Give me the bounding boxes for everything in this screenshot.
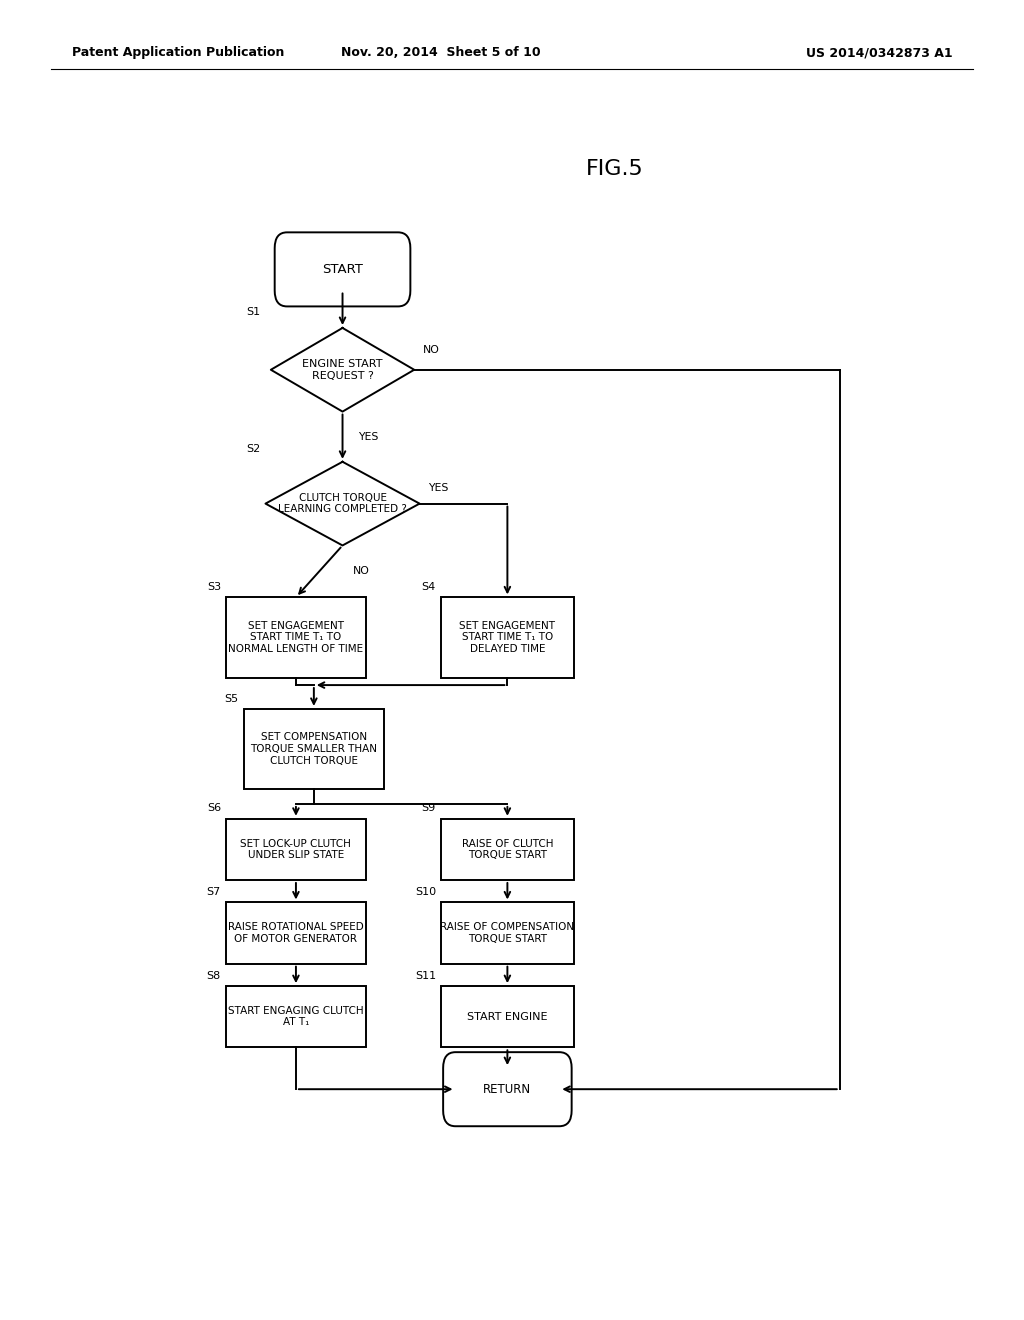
Text: RAISE OF CLUTCH
TORQUE START: RAISE OF CLUTCH TORQUE START: [462, 838, 553, 861]
Text: S10: S10: [415, 887, 436, 898]
Text: Nov. 20, 2014  Sheet 5 of 10: Nov. 20, 2014 Sheet 5 of 10: [341, 46, 540, 59]
Bar: [441, 598, 573, 677]
Bar: [226, 903, 366, 964]
Text: SET COMPENSATION
TORQUE SMALLER THAN
CLUTCH TORQUE: SET COMPENSATION TORQUE SMALLER THAN CLU…: [250, 733, 378, 766]
Text: S1: S1: [247, 308, 260, 317]
Text: S3: S3: [207, 582, 221, 593]
Bar: [226, 818, 366, 880]
Text: S6: S6: [207, 804, 221, 813]
Text: S4: S4: [422, 582, 436, 593]
Text: FIG.5: FIG.5: [586, 158, 643, 180]
Text: SET ENGAGEMENT
START TIME T₁ TO
DELAYED TIME: SET ENGAGEMENT START TIME T₁ TO DELAYED …: [460, 620, 555, 655]
Text: YES: YES: [428, 483, 449, 492]
Text: START ENGAGING CLUTCH
AT T₁: START ENGAGING CLUTCH AT T₁: [228, 1006, 364, 1027]
Text: RAISE OF COMPENSATION
TORQUE START: RAISE OF COMPENSATION TORQUE START: [440, 923, 574, 944]
Bar: [441, 818, 573, 880]
Text: Patent Application Publication: Patent Application Publication: [72, 46, 284, 59]
Text: CLUTCH TORQUE
LEARNING COMPLETED ?: CLUTCH TORQUE LEARNING COMPLETED ?: [279, 492, 407, 515]
Text: S2: S2: [246, 444, 260, 454]
Text: SET ENGAGEMENT
START TIME T₁ TO
NORMAL LENGTH OF TIME: SET ENGAGEMENT START TIME T₁ TO NORMAL L…: [228, 620, 364, 655]
Text: S7: S7: [207, 887, 221, 898]
Polygon shape: [270, 327, 414, 412]
Text: RAISE ROTATIONAL SPEED
OF MOTOR GENERATOR: RAISE ROTATIONAL SPEED OF MOTOR GENERATO…: [228, 923, 364, 944]
Text: US 2014/0342873 A1: US 2014/0342873 A1: [806, 46, 952, 59]
FancyBboxPatch shape: [274, 232, 411, 306]
Bar: [226, 598, 366, 677]
Bar: [441, 903, 573, 964]
Bar: [226, 986, 366, 1047]
Text: S8: S8: [207, 970, 221, 981]
Polygon shape: [265, 462, 420, 545]
Text: START ENGINE: START ENGINE: [467, 1011, 548, 1022]
Bar: [244, 709, 384, 789]
FancyBboxPatch shape: [443, 1052, 571, 1126]
Text: ENGINE START
REQUEST ?: ENGINE START REQUEST ?: [302, 359, 383, 380]
Text: RETURN: RETURN: [483, 1082, 531, 1096]
Text: SET LOCK-UP CLUTCH
UNDER SLIP STATE: SET LOCK-UP CLUTCH UNDER SLIP STATE: [241, 838, 351, 861]
Text: S11: S11: [415, 970, 436, 981]
Bar: [441, 986, 573, 1047]
Text: NO: NO: [352, 566, 370, 577]
Text: YES: YES: [358, 432, 378, 442]
Text: NO: NO: [423, 345, 439, 355]
Text: START: START: [323, 263, 362, 276]
Text: S9: S9: [422, 804, 436, 813]
Text: S5: S5: [224, 693, 239, 704]
